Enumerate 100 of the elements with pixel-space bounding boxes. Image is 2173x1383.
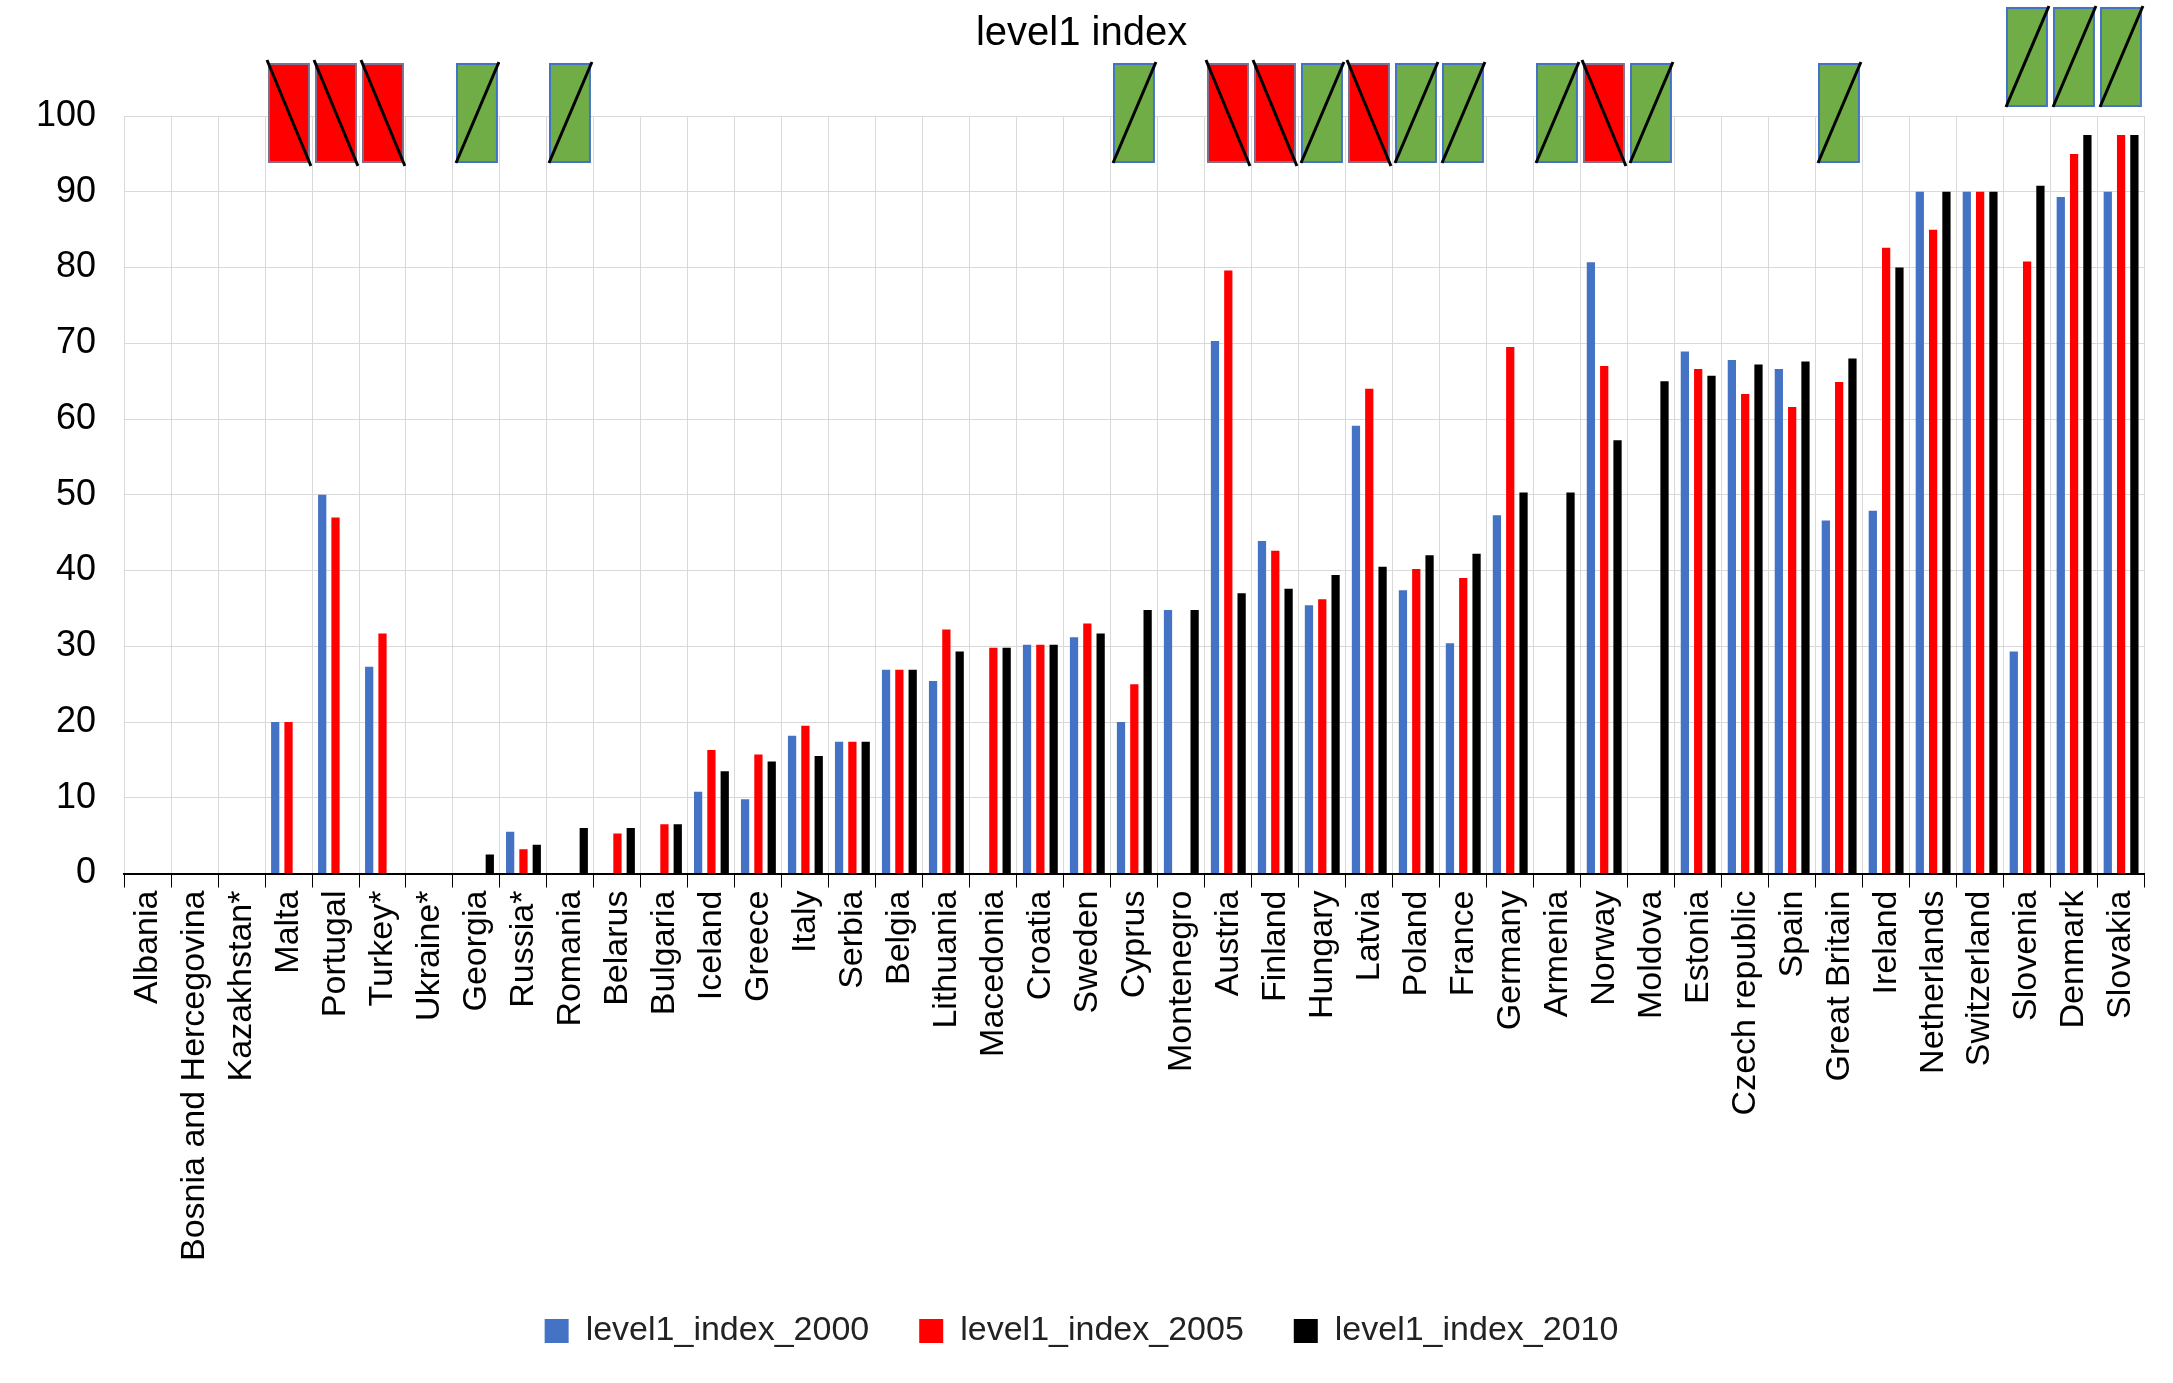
bar bbox=[331, 517, 340, 874]
bar bbox=[1882, 247, 1891, 874]
bar bbox=[506, 831, 515, 874]
x-tick-label: Bosnia and Hercegovina bbox=[172, 890, 211, 1261]
bar bbox=[1459, 578, 1468, 874]
y-tick-label: 30 bbox=[56, 623, 97, 665]
bar bbox=[2116, 134, 2126, 874]
bar bbox=[2056, 197, 2065, 874]
bar bbox=[1445, 643, 1455, 874]
x-tick-label: Moldova bbox=[1629, 890, 1668, 1020]
bar bbox=[895, 669, 904, 874]
x-tick-label: Lithuania bbox=[924, 890, 963, 1029]
bar bbox=[1022, 644, 1032, 874]
x-tick-label: Finland bbox=[1253, 890, 1292, 1003]
x-tick-label: Montenegro bbox=[1159, 890, 1198, 1072]
bar bbox=[365, 666, 374, 874]
x-tick-label: France bbox=[1441, 890, 1480, 997]
bar bbox=[1271, 550, 1280, 874]
bar bbox=[660, 824, 669, 874]
x-tick-label: Croatia bbox=[1018, 890, 1057, 1001]
bar bbox=[2103, 191, 2112, 874]
bar bbox=[1694, 369, 1703, 874]
x-tick-label: Ukraine* bbox=[407, 890, 446, 1021]
x-tick-label: Norway bbox=[1582, 890, 1621, 1006]
bar bbox=[928, 681, 938, 874]
bar bbox=[1741, 394, 1750, 874]
bar bbox=[1318, 599, 1327, 874]
bar bbox=[378, 633, 387, 874]
bar bbox=[707, 750, 716, 874]
x-tick-label: Greece bbox=[736, 890, 775, 1003]
x-tick-label: Denmark bbox=[2052, 889, 2091, 1029]
x-tick-label: Switzerland bbox=[1958, 890, 1997, 1067]
bar bbox=[1036, 644, 1045, 874]
bar bbox=[2009, 651, 2018, 874]
x-tick-label: Iceland bbox=[689, 890, 728, 1001]
x-tick-label: Romania bbox=[548, 890, 587, 1027]
x-tick-label: Serbia bbox=[830, 890, 869, 989]
bar bbox=[881, 669, 891, 874]
y-tick-label: 20 bbox=[56, 698, 97, 740]
bar bbox=[1210, 340, 1220, 874]
y-tick-label: 60 bbox=[56, 395, 97, 437]
bar bbox=[613, 833, 622, 874]
bar bbox=[1586, 262, 1596, 874]
bar bbox=[271, 722, 280, 874]
chart-title: level1 index bbox=[975, 9, 1188, 54]
legend-label: level1_index_2005 bbox=[960, 1309, 1244, 1348]
bar bbox=[787, 735, 797, 874]
bar bbox=[1727, 359, 1736, 874]
bar bbox=[1929, 229, 1938, 874]
x-tick-label: Germany bbox=[1488, 890, 1527, 1031]
x-tick-label: Malta bbox=[266, 890, 305, 974]
bar bbox=[1083, 623, 1092, 874]
bar bbox=[1774, 369, 1783, 874]
x-tick-label: Bulgaria bbox=[642, 890, 681, 1016]
legend-label: level1_index_2010 bbox=[1334, 1309, 1619, 1348]
bar bbox=[1224, 270, 1233, 874]
x-tick-label: Slovenia bbox=[2005, 890, 2044, 1021]
y-tick-label: 40 bbox=[56, 547, 97, 589]
bar bbox=[1163, 609, 1173, 874]
bar bbox=[1351, 425, 1361, 874]
x-tick-label: Belarus bbox=[595, 890, 634, 1006]
bar bbox=[801, 725, 810, 874]
y-tick-label: 50 bbox=[56, 471, 97, 513]
legend-label: level1_index_2000 bbox=[585, 1309, 870, 1348]
bar bbox=[942, 629, 951, 874]
bar bbox=[1069, 637, 1079, 874]
x-tick-label: Great Britain bbox=[1817, 890, 1856, 1082]
x-tick-label: Netherlands bbox=[1911, 890, 1950, 1074]
x-tick-label: Ireland bbox=[1864, 890, 1903, 995]
bar bbox=[754, 754, 763, 874]
bar bbox=[693, 791, 703, 874]
bar bbox=[740, 799, 750, 874]
x-tick-label: Estonia bbox=[1676, 890, 1715, 1004]
x-tick-label: Georgia bbox=[454, 890, 493, 1012]
bar bbox=[1365, 388, 1374, 874]
bar bbox=[834, 741, 844, 874]
x-tick-label: Sweden bbox=[1065, 890, 1104, 1014]
x-tick-label: Albania bbox=[125, 890, 164, 1004]
bar bbox=[1915, 191, 1924, 874]
x-tick-label: Macedonia bbox=[971, 890, 1010, 1057]
bar bbox=[848, 741, 857, 874]
bar bbox=[1130, 684, 1139, 874]
y-tick-label: 80 bbox=[56, 244, 97, 286]
bar bbox=[1962, 191, 1971, 874]
x-tick-label: Czech republic bbox=[1723, 890, 1762, 1116]
x-tick-label: Portugal bbox=[313, 890, 352, 1018]
y-tick-label: 100 bbox=[35, 92, 97, 134]
x-tick-label: Spain bbox=[1770, 890, 1809, 978]
x-tick-label: Russia* bbox=[501, 890, 540, 1008]
bar bbox=[519, 849, 528, 874]
y-tick-label: 90 bbox=[56, 168, 97, 210]
x-tick-label: Armenia bbox=[1535, 890, 1574, 1018]
bar bbox=[318, 494, 327, 874]
x-tick-label: Austria bbox=[1206, 890, 1245, 997]
bar bbox=[1492, 515, 1502, 874]
x-tick-label: Italy bbox=[783, 890, 822, 953]
bar bbox=[1506, 347, 1515, 874]
x-tick-label: Cyprus bbox=[1112, 890, 1151, 999]
x-tick-label: Kazakhstan* bbox=[219, 890, 258, 1082]
bar bbox=[1412, 569, 1421, 874]
